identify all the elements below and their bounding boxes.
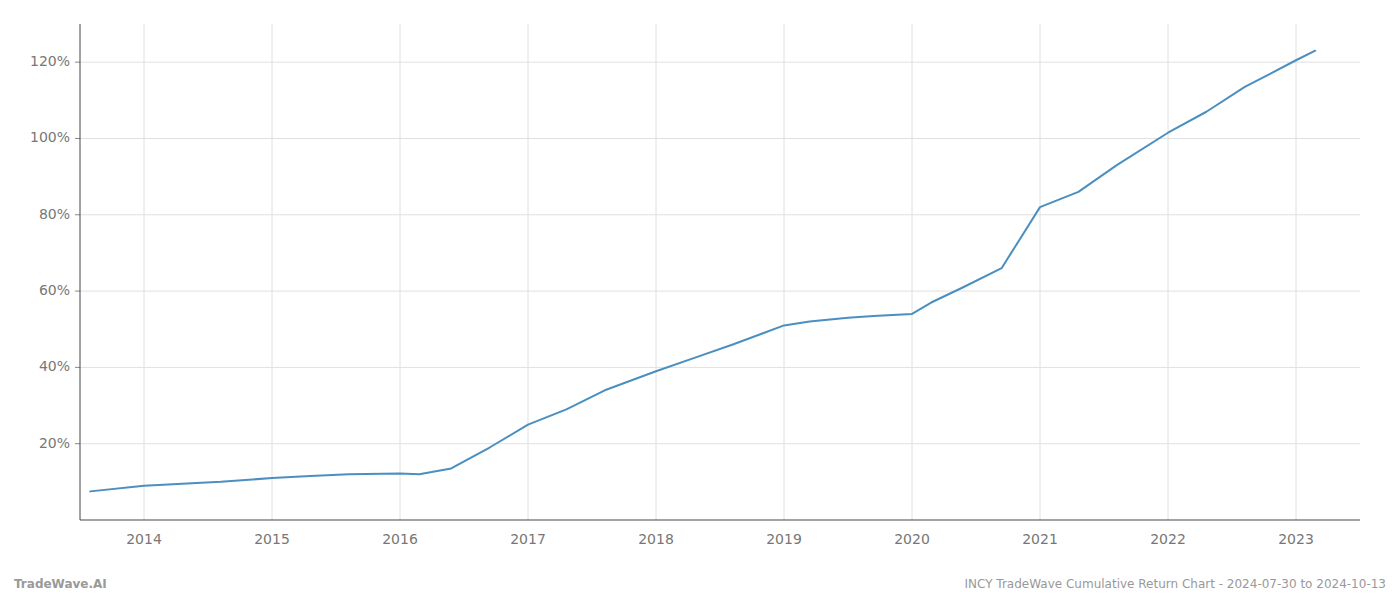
x-tick-label: 2020 — [894, 531, 930, 547]
data-line — [90, 51, 1315, 492]
x-grid-line — [528, 24, 529, 520]
y-tick — [75, 62, 80, 63]
y-tick-label: 100% — [30, 129, 70, 145]
y-tick — [75, 214, 80, 215]
y-tick-label: 40% — [39, 358, 70, 374]
x-grid-line — [272, 24, 273, 520]
chart: 20% 40% 60% 80% 100% 120% 2014 2015 2016 2017 2018… — [0, 0, 1400, 600]
x-axis-line — [80, 520, 1360, 521]
x-tick-label: 2014 — [126, 531, 162, 547]
grid — [80, 24, 1360, 520]
x-grid-line — [656, 24, 657, 520]
axes: 20% 40% 60% 80% 100% 120% 2014 2015 2016 2017 2018… — [30, 24, 1360, 547]
x-grid-line — [400, 24, 401, 520]
data-layer — [90, 51, 1315, 492]
footer-left: TradeWave.AI — [14, 577, 107, 591]
chart-container: 20% 40% 60% 80% 100% 120% 2014 2015 2016 2017 2018… — [0, 0, 1400, 600]
x-tick-label: 2018 — [638, 531, 674, 547]
y-tick-label: 80% — [39, 206, 70, 222]
y-tick-label: 20% — [39, 435, 70, 451]
y-tick — [75, 138, 80, 139]
y-tick-label: 120% — [30, 53, 70, 69]
y-tick — [75, 443, 80, 444]
y-axis-line — [80, 24, 81, 520]
x-grid-line — [144, 24, 145, 520]
x-grid-line — [1040, 24, 1041, 520]
x-tick-label: 2023 — [1278, 531, 1314, 547]
x-tick-label: 2017 — [510, 531, 546, 547]
y-tick — [75, 367, 80, 368]
x-grid-line — [1168, 24, 1169, 520]
x-tick-label: 2021 — [1022, 531, 1058, 547]
y-tick — [75, 291, 80, 292]
x-grid-line — [1296, 24, 1297, 520]
x-grid-line — [912, 24, 913, 520]
x-tick-label: 2019 — [766, 531, 802, 547]
y-tick-label: 60% — [39, 282, 70, 298]
x-tick-label: 2022 — [1150, 531, 1186, 547]
x-grid-line — [784, 24, 785, 520]
x-tick-label: 2016 — [382, 531, 418, 547]
footer-right: INCY TradeWave Cumulative Return Chart -… — [965, 577, 1386, 591]
x-tick-label: 2015 — [254, 531, 290, 547]
